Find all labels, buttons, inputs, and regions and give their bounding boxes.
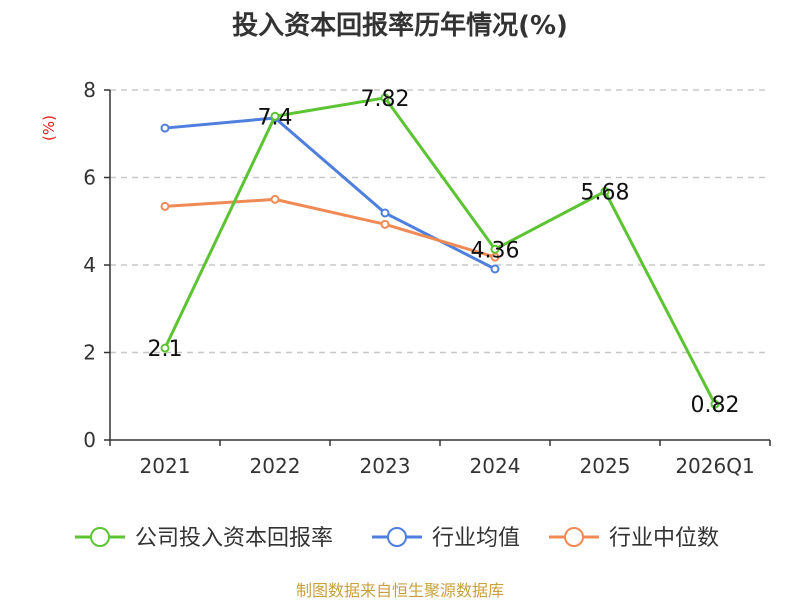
data-point [490,264,500,274]
x-tick-label: 2025 [580,454,631,478]
x-tick-label: 2021 [140,454,191,478]
y-tick-label: 8 [83,78,96,102]
data-labels: 2.1 7.4 7.82 4.36 5.68 0.82 [148,87,740,418]
data-label: 5.68 [581,181,630,206]
y-axis-label: (%) [40,115,58,141]
legend-item[interactable]: 公司投入资本回报率 [75,526,333,551]
legend-marker [387,527,407,547]
x-tick-label: 2026Q1 [675,454,754,478]
data-label: 7.82 [361,87,410,112]
legend: 公司投入资本回报率 行业均值 行业中位数 [75,526,719,551]
data-point [380,208,390,218]
data-point [160,123,170,133]
y-tick-label: 0 [83,428,96,452]
data-label: 7.4 [258,105,293,130]
data-point [160,343,170,353]
gridlines [110,89,770,354]
legend-label: 行业中位数 [609,526,719,551]
y-tick-label: 2 [83,341,96,365]
series-2 [160,194,500,262]
data-label: 4.36 [471,238,520,263]
data-point [600,187,610,196]
x-tick-label: 2023 [360,454,411,478]
legend-label: 公司投入资本回报率 [135,526,333,551]
legend-marker [90,527,110,547]
chart-title: 投入资本回报率历年情况(%) [232,10,568,41]
y-tick-label: 4 [83,253,96,277]
x-tick-label: 2024 [470,454,521,478]
legend-item[interactable]: 行业均值 [372,526,520,551]
data-point [160,201,170,211]
legend-item[interactable]: 行业中位数 [549,526,719,551]
data-point [380,93,390,103]
series-line [163,96,717,405]
x-tick-label: 2022 [250,454,301,478]
data-point [710,399,720,409]
data-point [490,244,500,254]
legend-label: 行业均值 [432,526,520,551]
data-point [270,111,280,121]
data-point [270,194,280,204]
data-point [380,219,390,229]
legend-marker [564,527,584,547]
data-label: 0.82 [691,393,740,418]
source-note: 制图数据来自恒生聚源数据库 [296,581,504,600]
series-line [164,197,496,259]
series-layer [160,93,720,409]
axes: 0 2 4 6 8 2021 2022 2023 2024 2025 2026Q1 [83,78,771,478]
data-label: 2.1 [148,337,183,362]
series-0 [160,93,720,409]
y-tick-label: 6 [83,166,96,190]
